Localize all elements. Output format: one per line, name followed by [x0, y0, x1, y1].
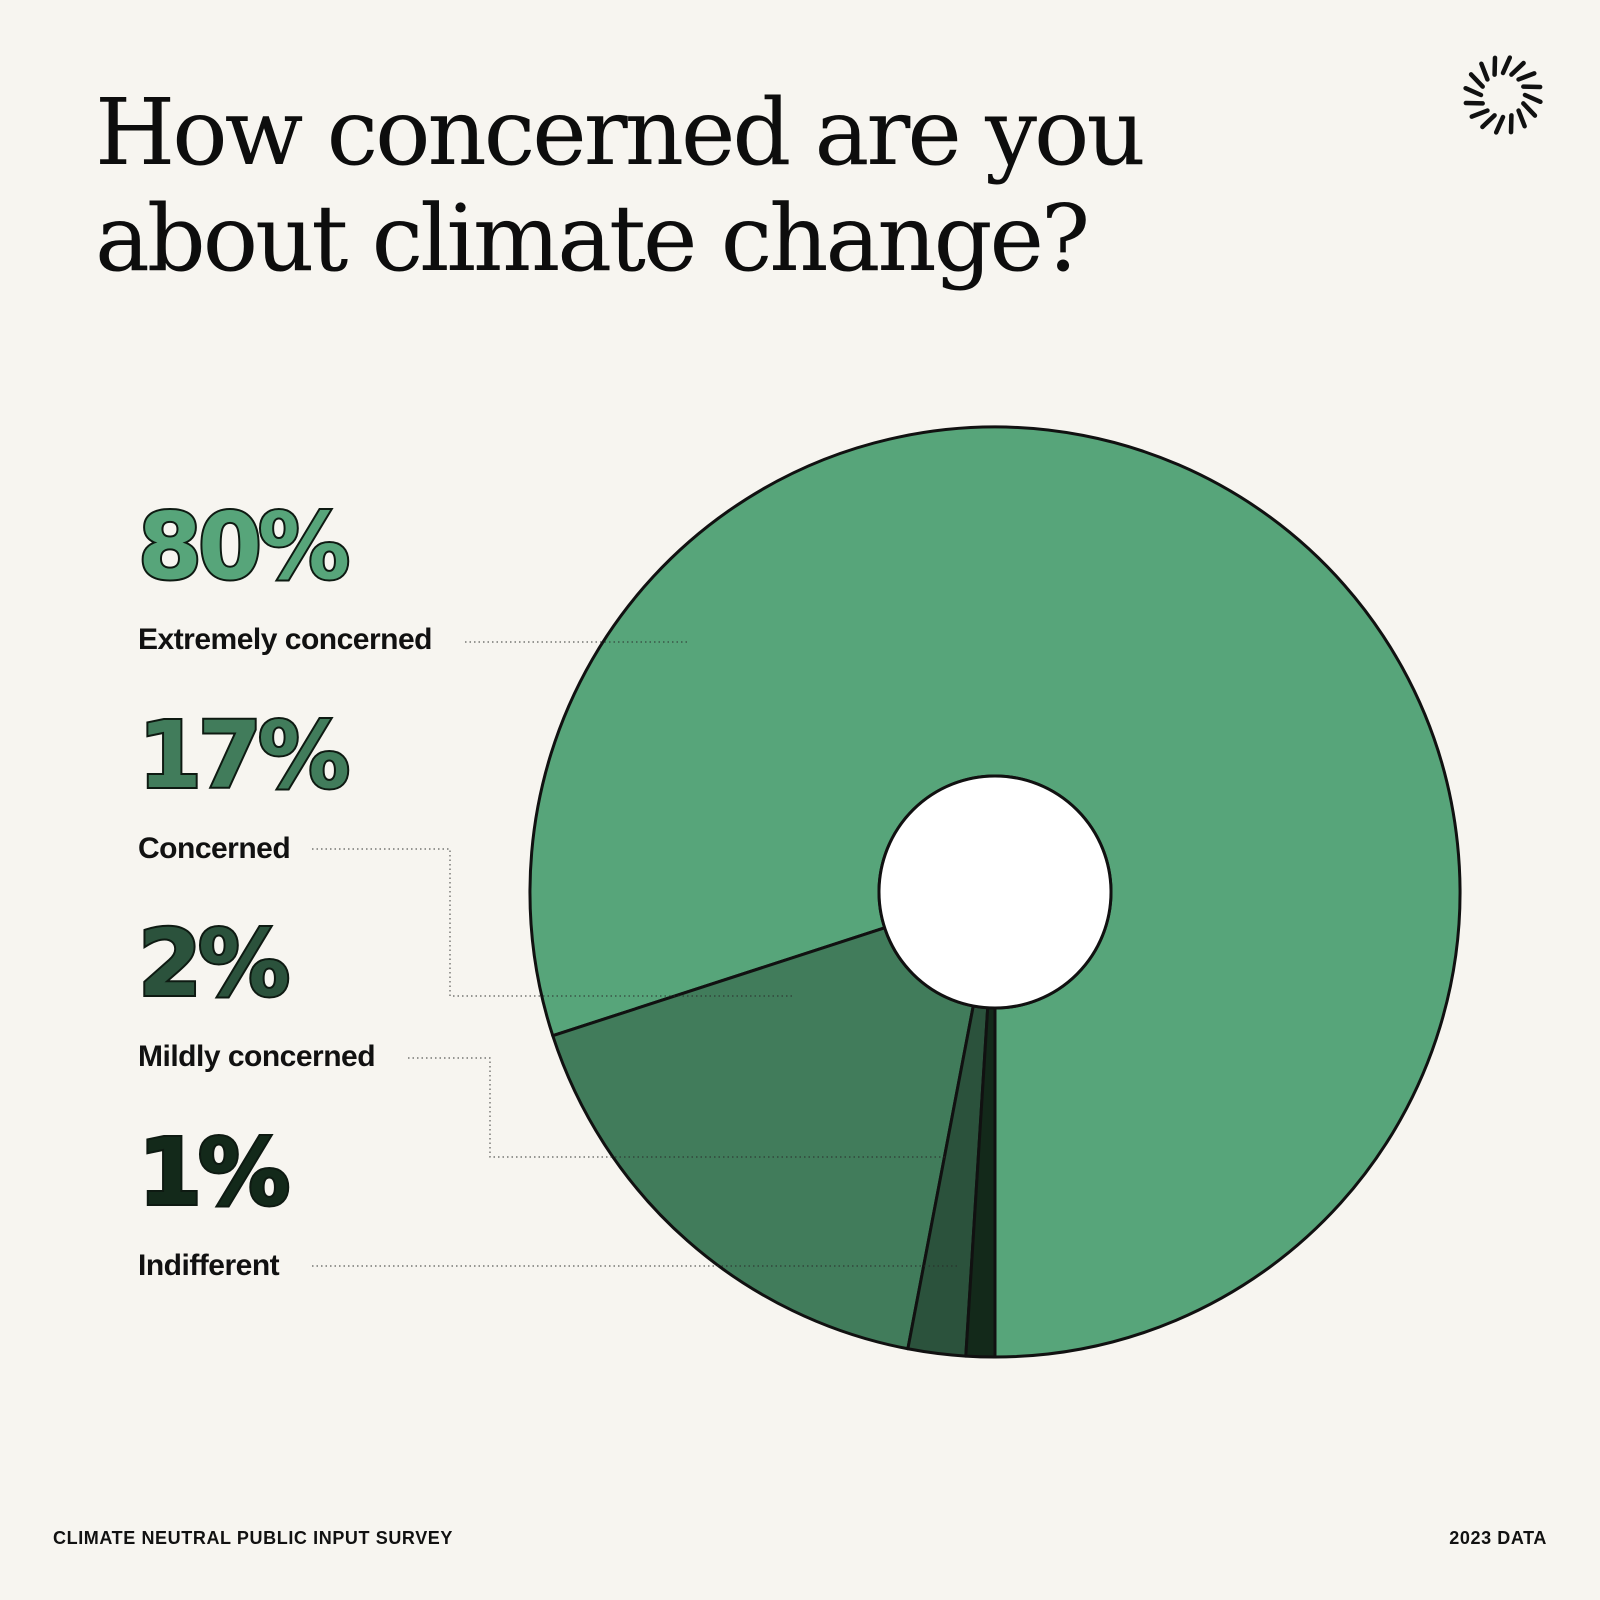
sunburst-icon [1463, 55, 1543, 135]
page-title: How concerned are you about climate chang… [95, 80, 1295, 292]
donut-hole [877, 774, 1113, 1010]
slices [528, 425, 1462, 1359]
sunburst-ray [1469, 108, 1490, 119]
sunburst-ray [1493, 114, 1506, 135]
leader-concerned [312, 848, 795, 997]
leader-mildly-concerned [408, 1057, 948, 1158]
value-label-concerned: 17% [136, 702, 352, 809]
value-label-mildly-concerned: 2% [136, 910, 292, 1017]
data-year: 2023 DATA [1449, 1528, 1547, 1548]
sunburst-ray [1521, 101, 1538, 118]
sunburst-ray [1509, 60, 1526, 77]
sunburst-ray [1516, 108, 1527, 129]
sunburst-ray [1479, 61, 1490, 82]
sunburst-ray [1480, 113, 1497, 130]
survey-source: CLIMATE NEUTRAL PUBLIC INPUT SURVEY [53, 1528, 454, 1548]
sunburst-ray [1500, 55, 1513, 76]
category-label-indifferent: Indifferent [138, 1249, 280, 1282]
leader-lines [312, 641, 960, 1267]
value-label-indifferent: 1% [136, 1119, 292, 1226]
title-line-2: about climate change? [95, 185, 1090, 292]
category-label-mildly-concerned: Mildly concerned [138, 1040, 376, 1073]
sunburst-ray [1468, 72, 1485, 89]
sunburst-ray [1463, 85, 1484, 98]
title-line-1: How concerned are you [95, 79, 1146, 186]
value-label-extremely-concerned: 80% [136, 493, 352, 600]
sunburst-ray [1516, 71, 1537, 82]
sunburst-ray [1522, 92, 1543, 105]
category-label-extremely-concerned: Extremely concerned [138, 623, 432, 656]
category-label-concerned: Concerned [138, 832, 291, 865]
